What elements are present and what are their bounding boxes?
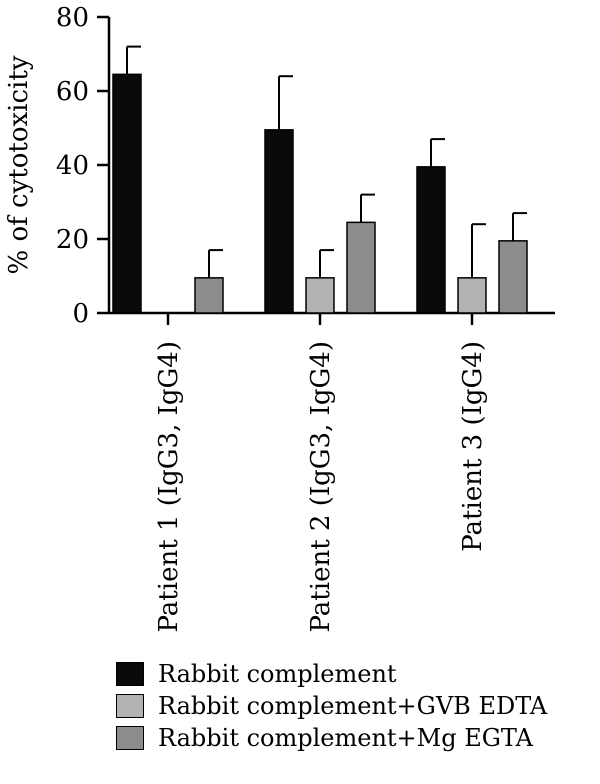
bar xyxy=(264,129,294,314)
bar xyxy=(457,277,487,314)
legend-item: Rabbit complement xyxy=(116,660,547,688)
bar xyxy=(194,277,224,314)
axes: 0 20 40 60 80 Patient 1 (IgG3, IgG4) Patient 2… xyxy=(56,3,555,633)
y-tick-label: 80 xyxy=(56,3,89,33)
bar xyxy=(498,240,528,314)
x-tick-label: Patient 2 (IgG3, IgG4) xyxy=(306,341,336,633)
bars xyxy=(112,45,528,314)
bar xyxy=(346,221,376,314)
legend-item: Rabbit complement+GVB EDTA xyxy=(116,692,547,720)
x-tick-label: Patient 3 (IgG4) xyxy=(458,341,488,552)
legend: Rabbit complement Rabbit complement+GVB … xyxy=(116,660,547,756)
legend-label: Rabbit complement xyxy=(158,660,397,688)
y-tick-label: 60 xyxy=(56,77,89,107)
y-axis-label: % of cytotoxicity xyxy=(4,55,34,274)
legend-item: Rabbit complement+Mg EGTA xyxy=(116,724,547,752)
bar-chart: 0 20 40 60 80 Patient 1 (IgG3, IgG4) Patient 2… xyxy=(4,3,555,633)
legend-swatch xyxy=(116,726,144,750)
legend-swatch xyxy=(116,694,144,718)
bar xyxy=(416,166,446,314)
x-tick-label: Patient 1 (IgG3, IgG4) xyxy=(154,341,184,633)
bar xyxy=(112,73,142,314)
y-tick-label: 40 xyxy=(56,151,89,181)
legend-label: Rabbit complement+GVB EDTA xyxy=(158,692,548,720)
y-tick-label: 0 xyxy=(72,299,89,329)
legend-label: Rabbit complement+Mg EGTA xyxy=(158,724,533,752)
legend-swatch xyxy=(116,662,144,686)
bar xyxy=(305,277,335,314)
y-tick-label: 20 xyxy=(56,225,89,255)
